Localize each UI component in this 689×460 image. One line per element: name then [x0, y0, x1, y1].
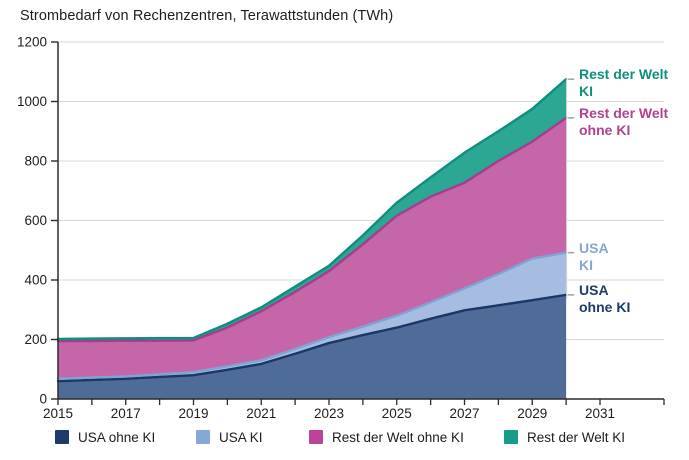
y-tick-label-1000: 1000 [17, 94, 47, 109]
annotation-usa-ki: USA KI [579, 240, 609, 274]
legend-item-usa-ohne-ki: USA ohne KI [55, 428, 155, 446]
annotation-line: Rest der Welt [579, 104, 669, 121]
annotation-line: KI [579, 256, 593, 273]
legend-swatch-usa-ki [196, 430, 210, 444]
annotation-line: ohne KI [579, 298, 631, 315]
area-rest-der-welt-ohne-ki [58, 117, 567, 379]
x-tick-label-2017: 2017 [111, 406, 141, 421]
annotation-usa-ohne-ki: USA ohne KI [579, 282, 630, 316]
x-tick-label-2019: 2019 [178, 406, 208, 421]
legend-item-usa-ki: USA KI [196, 428, 263, 446]
annotation-line: KI [579, 83, 593, 100]
edge-rest-der-welt-ohne-ki [56, 116, 568, 343]
edge-usa-ohne-ki [56, 293, 568, 383]
y-tick-label-800: 800 [24, 154, 47, 169]
annotation-line: USA [579, 239, 609, 256]
legend-label: USA ohne KI [78, 429, 156, 445]
y-tick-label-1200: 1200 [17, 35, 47, 50]
annotation-line: USA [579, 281, 609, 298]
area-usa-ohne-ki [58, 294, 567, 399]
x-tick-label-2027: 2027 [449, 406, 479, 421]
legend-swatch-usa-ohne-ki [55, 430, 69, 444]
x-tick-label-2031: 2031 [585, 406, 615, 421]
legend-swatch-rest-der-welt-ohne-ki [309, 430, 323, 444]
annotation-line: Rest der Welt [579, 66, 669, 83]
legend-label: Rest der Welt KI [527, 429, 626, 445]
legend-item-rest-der-welt-ohne-ki: Rest der Welt ohne KI [309, 428, 464, 446]
legend-swatch-rest-der-welt-ki [504, 430, 518, 444]
x-tick-label-2023: 2023 [314, 406, 344, 421]
edge-rest-der-welt-ki [56, 77, 568, 341]
annotation-rest-der-welt-ki: Rest der Welt KI [579, 66, 668, 100]
edge-usa-ki [56, 251, 568, 380]
y-tick-label-400: 400 [24, 273, 47, 288]
annotation-line: ohne KI [579, 121, 631, 138]
x-tick-label-2021: 2021 [246, 406, 276, 421]
chart-legend: USA ohne KI USA KI Rest der Welt ohne KI Re… [0, 428, 689, 450]
chart-title: Strombedarf von Rechenzentren, Terawatts… [20, 8, 394, 24]
y-tick-label-600: 600 [24, 213, 47, 228]
x-tick-label-2029: 2029 [517, 406, 547, 421]
annotation-rest-der-welt-ohne-ki: Rest der Welt ohne KI [579, 105, 668, 139]
legend-label: Rest der Welt ohne KI [332, 429, 464, 445]
legend-item-rest-der-welt-ki: Rest der Welt KI [504, 428, 625, 446]
x-tick-label-2025: 2025 [382, 406, 412, 421]
legend-label: USA KI [219, 429, 263, 445]
y-tick-label-0: 0 [39, 392, 47, 407]
x-tick-label-2015: 2015 [43, 406, 73, 421]
y-tick-label-200: 200 [24, 332, 47, 347]
